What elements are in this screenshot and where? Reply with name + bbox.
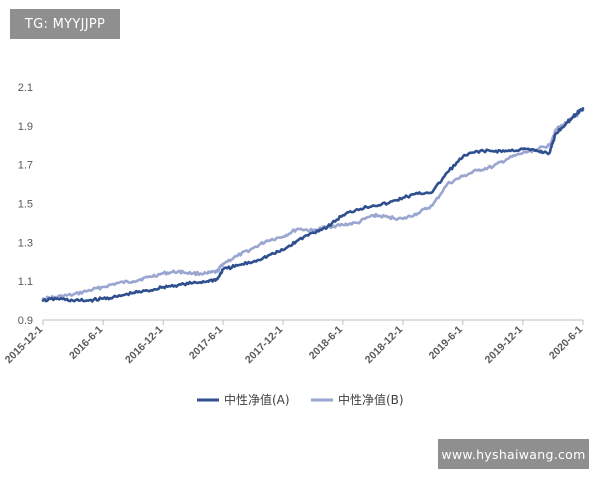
x-tick-label: 2019-6-1 (427, 324, 465, 362)
x-tick-label: 2017-6-1 (187, 324, 225, 362)
watermark-top-left: TG: MYYJJPP (10, 9, 120, 39)
x-tick-label: 2019-12-1 (483, 324, 525, 366)
legend-label: 中性净值(B) (338, 392, 404, 407)
series-layer (41, 107, 585, 303)
y-tick-label: 1.9 (18, 121, 33, 133)
legend: 中性净值(A) 中性净值(B) (197, 392, 404, 407)
x-tick-label: 2016-6-1 (67, 324, 105, 362)
x-tick-label: 2015-12-1 (3, 324, 45, 366)
series-line-0 (41, 107, 585, 303)
y-tick-label: 1.5 (18, 199, 33, 211)
legend-label: 中性净值(A) (224, 392, 290, 407)
y-tick-label: 0.9 (18, 315, 33, 327)
watermark-bottom-right: www.hyshaiwang.com (438, 439, 589, 469)
y-tick-label: 1.3 (18, 237, 33, 249)
x-tick-label: 2018-6-1 (307, 324, 345, 362)
y-tick-label: 1.7 (18, 160, 33, 172)
y-tick-label: 2.1 (18, 82, 33, 94)
x-tick-label: 2020-6-1 (547, 324, 585, 362)
x-tick-label: 2018-12-1 (363, 324, 405, 366)
y-tick-label: 1.1 (18, 276, 33, 288)
x-tick-label: 2017-12-1 (243, 324, 285, 366)
y-axis: 0.9 1.1 1.3 1.5 1.7 1.9 2.1 (18, 82, 33, 327)
x-axis: 2015-12-1 2016-6-1 2016-12-1 2017-6-1 2017-1… (3, 319, 585, 366)
x-tick-label: 2016-12-1 (123, 324, 165, 366)
series-line-1 (41, 108, 585, 301)
